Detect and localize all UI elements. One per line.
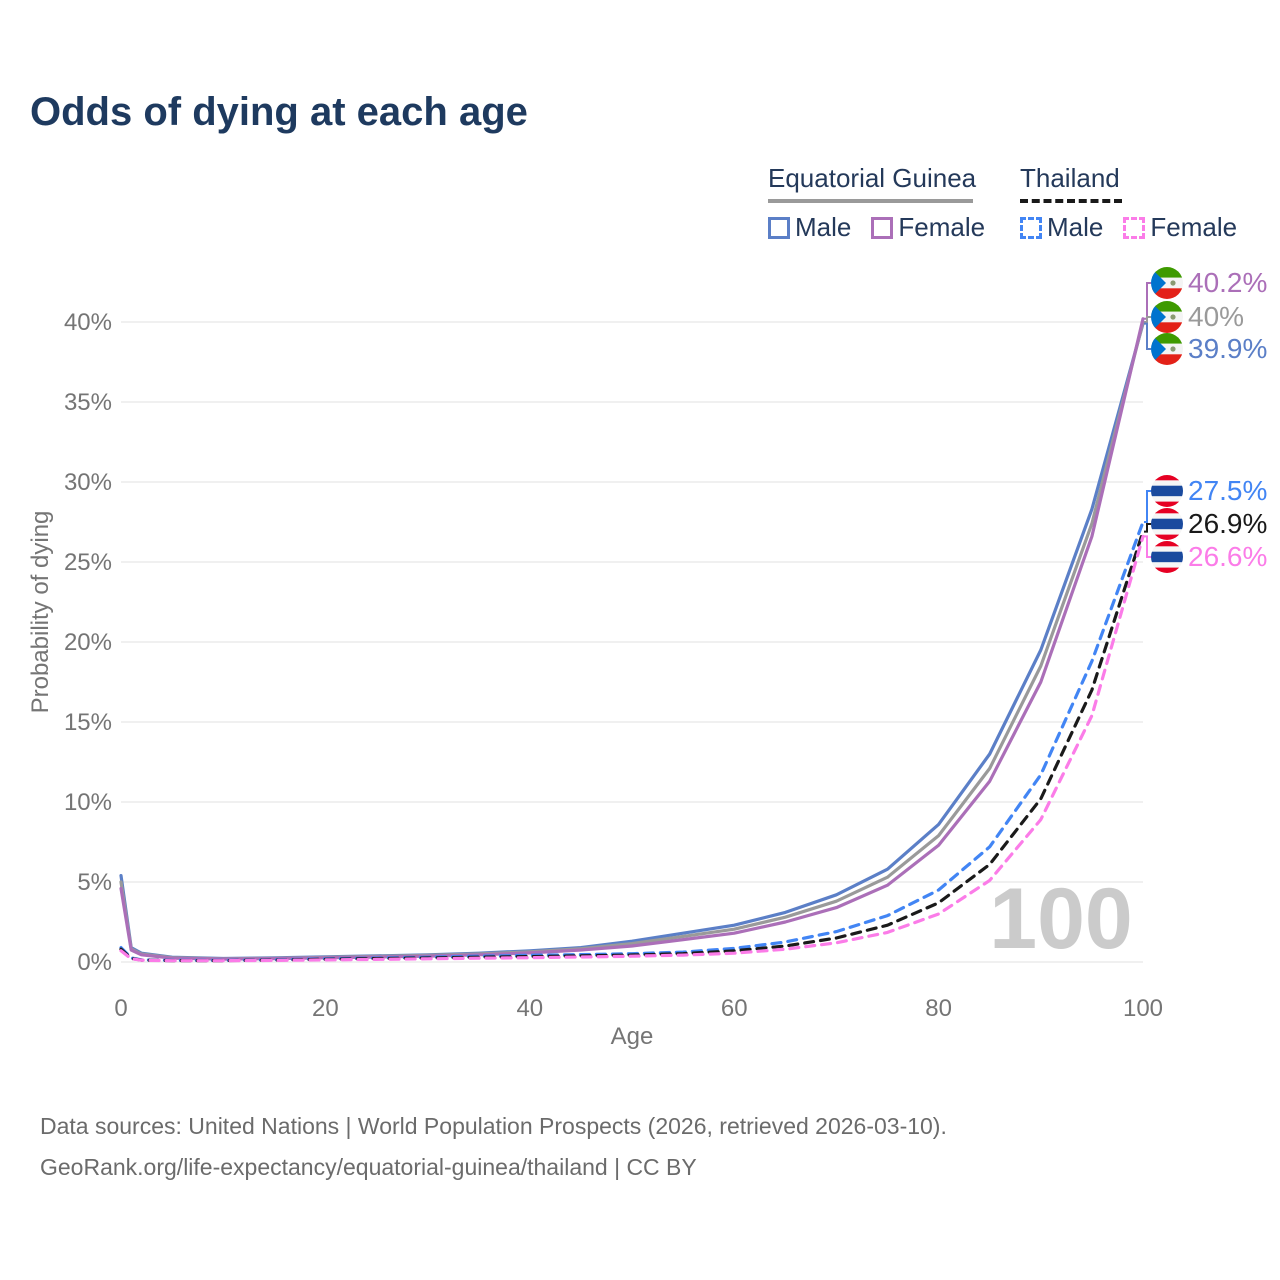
end-label-connector <box>1144 316 1151 323</box>
series-line-equatorial-guinea-female[interactable] <box>119 317 1145 961</box>
data-sources-text: Data sources: United Nations | World Pop… <box>40 1113 947 1139</box>
legend-item-label: Male <box>795 212 852 242</box>
footer: Data sources: United Nations | World Pop… <box>40 1106 947 1188</box>
equatorial-guinea-flag-icon <box>1151 301 1183 333</box>
y-tick-label: 35% <box>64 389 112 416</box>
legend-group-thailand: Thailand Male Female <box>1020 163 1257 243</box>
th-male-swatch-icon <box>1020 216 1042 239</box>
legend-country-title: Equatorial Guinea <box>768 163 977 193</box>
x-tick-label: 20 <box>312 995 339 1022</box>
legend-item-eg-male[interactable]: Male <box>768 212 851 243</box>
end-label-connector <box>1144 282 1151 320</box>
legend-item-th-female[interactable]: Female <box>1123 212 1237 243</box>
legend-solid-line-sample <box>768 199 973 203</box>
equatorial-guinea-flag-icon <box>1151 333 1183 365</box>
end-value-label: 26.9% <box>1188 508 1267 539</box>
end-label-connector <box>1144 535 1151 558</box>
thailand-flag-icon <box>1151 541 1183 573</box>
equatorial-guinea-flag-icon <box>1151 267 1183 299</box>
y-tick-label: 15% <box>64 709 112 736</box>
end-label-connector <box>1144 490 1151 523</box>
y-axis-tick-labels: 0% 5% 10% 15% 20% 25% 30% 35% 40% <box>64 309 112 976</box>
series-line-thailand-female[interactable] <box>119 534 1145 963</box>
thailand-flag-icon <box>1151 508 1183 540</box>
end-label-connector <box>1144 523 1151 533</box>
x-tick-label: 100 <box>1123 995 1163 1022</box>
x-tick-label: 0 <box>114 995 127 1022</box>
series-line-equatorial-guinea-male[interactable] <box>119 322 1145 961</box>
y-tick-label: 30% <box>64 469 112 496</box>
end-value-label: 26.6% <box>1188 541 1267 572</box>
x-tick-label: 80 <box>925 995 952 1022</box>
th-female-swatch-icon <box>1123 216 1146 239</box>
y-tick-label: 5% <box>77 869 112 896</box>
end-value-labels: 40.2%40%39.9% 27.5%26.9%26.6% <box>1188 267 1267 572</box>
y-tick-label: 40% <box>64 309 112 336</box>
x-axis-title: Age <box>611 1023 654 1050</box>
y-tick-label: 25% <box>64 549 112 576</box>
legend-country-title: Thailand <box>1020 163 1120 193</box>
eg-female-swatch-icon <box>871 216 894 239</box>
x-axis-tick-labels: 0 20 40 60 80 100 <box>114 995 1163 1022</box>
end-label-flags <box>1151 267 1183 573</box>
y-tick-label: 0% <box>77 949 112 976</box>
series-lines <box>119 317 1145 963</box>
gridlines <box>121 321 1143 963</box>
eg-male-swatch-icon <box>768 216 790 239</box>
y-tick-label: 10% <box>64 789 112 816</box>
end-value-label: 40.2% <box>1188 267 1267 298</box>
y-axis-title: Probability of dying <box>27 511 54 714</box>
legend-group-equatorial-guinea: Equatorial Guinea Male Female <box>768 163 1005 243</box>
end-value-label: 27.5% <box>1188 475 1267 506</box>
end-value-label: 39.9% <box>1188 333 1267 364</box>
end-label-connector <box>1144 322 1151 350</box>
legend-item-eg-female[interactable]: Female <box>871 212 985 243</box>
legend-item-label: Male <box>1047 212 1104 242</box>
x-tick-label: 60 <box>721 995 748 1022</box>
x-tick-label: 40 <box>516 995 543 1022</box>
source-url-text: GeoRank.org/life-expectancy/equatorial-g… <box>40 1154 697 1180</box>
age-watermark: 100 <box>989 871 1133 967</box>
legend-dashed-line-sample <box>1020 199 1122 203</box>
series-line-equatorial-guinea-both-sexes[interactable] <box>119 320 1145 961</box>
end-label-connectors <box>1144 282 1151 558</box>
page-title: Odds of dying at each age <box>30 90 528 134</box>
end-value-label: 40% <box>1188 301 1244 332</box>
legend-item-label: Female <box>1150 212 1238 242</box>
y-tick-label: 20% <box>64 629 112 656</box>
legend-item-th-male[interactable]: Male <box>1020 212 1103 243</box>
thailand-flag-icon <box>1151 475 1183 507</box>
legend-item-label: Female <box>898 212 986 242</box>
